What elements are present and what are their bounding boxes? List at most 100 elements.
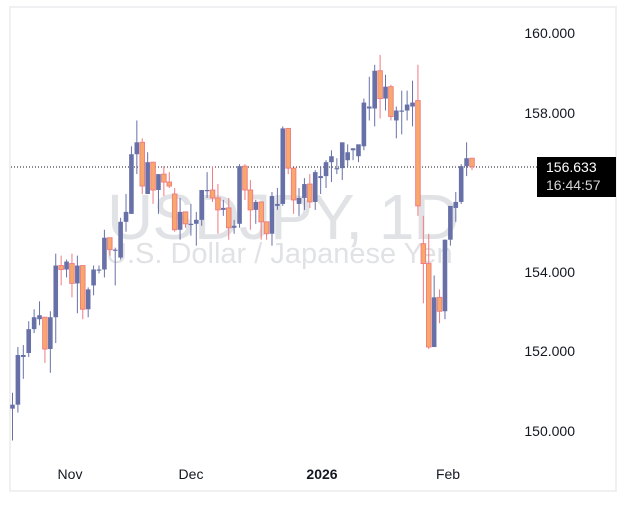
candle-up[interactable] [96,269,102,271]
candle-up[interactable] [356,144,361,157]
candle-down[interactable] [290,167,297,201]
candle-up[interactable] [448,205,453,240]
candle-up[interactable] [399,110,405,112]
x-tick-feb: Feb [435,466,461,482]
candle-up[interactable] [442,239,448,312]
candle-up[interactable] [366,106,372,109]
candle-up[interactable] [431,297,437,348]
candle-down[interactable] [420,243,427,265]
candle-down[interactable] [150,161,156,191]
candle-up[interactable] [64,261,69,270]
candle-down[interactable] [42,316,48,350]
candle-down[interactable] [242,165,248,191]
candle-down[interactable] [215,197,221,211]
candle-up[interactable] [237,166,242,224]
candle-down[interactable] [107,237,113,251]
candle-up[interactable] [394,110,399,121]
last-price-value: 156.633 [546,159,597,175]
candle-up[interactable] [75,265,80,284]
candle-up[interactable] [404,104,410,111]
y-tick-158: 158.000 [524,105,575,121]
bar-countdown: 16:44:57 [546,177,601,193]
candle-up[interactable] [21,354,26,357]
candle-up[interactable] [85,289,91,310]
candles-group [10,54,475,441]
candle-down[interactable] [263,221,270,235]
y-tick-152: 152.000 [524,343,575,359]
candle-up[interactable] [302,184,307,198]
candle-up[interactable] [339,142,345,169]
candle-up[interactable] [112,249,118,251]
candle-down[interactable] [80,265,86,310]
candle-up[interactable] [410,102,415,107]
description-watermark: U.S. Dollar / Japanese Yen [106,238,453,270]
candle-up[interactable] [129,154,134,214]
candle-up[interactable] [350,148,356,151]
candle-up[interactable] [204,190,210,192]
candle-up[interactable] [323,162,329,177]
candle-up[interactable] [134,142,140,155]
y-tick-154: 154.000 [524,264,575,280]
candle-down[interactable] [307,183,313,203]
candle-up[interactable] [37,315,42,320]
candle-down[interactable] [161,173,167,183]
candle-down[interactable] [69,263,75,284]
candle-up[interactable] [275,203,280,206]
candle-up[interactable] [26,329,32,353]
x-tick-nov: Nov [57,466,83,482]
candle-down[interactable] [247,189,254,211]
candle-down[interactable] [139,141,145,187]
candle-up[interactable] [372,70,377,109]
candle-down[interactable] [182,211,189,225]
candle-down[interactable] [436,296,443,312]
candle-up[interactable] [48,317,53,350]
candle-up[interactable] [383,86,388,99]
candle-down[interactable] [171,193,178,231]
candle-down[interactable] [469,157,475,168]
candle-up[interactable] [269,195,275,234]
candle-up[interactable] [91,269,96,286]
candle-down[interactable] [258,201,264,223]
candle-up[interactable] [231,225,237,228]
candle-down[interactable] [225,207,232,229]
candle-up[interactable] [177,211,183,230]
candle-up[interactable] [280,128,286,204]
candle-up[interactable] [102,237,107,270]
candle-up[interactable] [156,174,161,191]
candle-down[interactable] [285,127,291,169]
candle-down[interactable] [166,181,173,187]
x-tick-dec: Dec [178,466,204,482]
last-price-tag: 156.633 16:44:57 [537,157,616,197]
candle-up[interactable] [53,265,59,318]
candle-up[interactable] [118,221,123,258]
candle-up[interactable] [10,404,15,409]
candle-up[interactable] [458,166,464,202]
candle-down[interactable] [388,86,394,117]
y-tick-160: 160.000 [524,25,575,41]
candle-down[interactable] [377,70,383,100]
candle-up[interactable] [199,190,205,220]
candle-up[interactable] [194,219,199,224]
candle-up[interactable] [329,156,334,163]
candle-up[interactable] [453,201,459,208]
candle-down[interactable] [415,100,421,207]
candle-up[interactable] [312,172,318,202]
candle-up[interactable] [345,152,350,161]
candle-up[interactable] [464,158,469,167]
candle-down[interactable] [58,265,64,270]
candle-up[interactable] [221,207,226,210]
candle-up[interactable] [188,223,194,225]
candle-up[interactable] [123,211,129,222]
x-tick-2026: 2026 [306,466,338,482]
candle-down[interactable] [209,189,216,199]
candle-up[interactable] [253,201,259,210]
candle-up[interactable] [145,162,150,194]
candle-up[interactable] [296,197,302,204]
candle-down[interactable] [426,263,432,348]
candle-up[interactable] [31,317,37,330]
candle-up[interactable] [334,168,340,170]
candle-up[interactable] [15,354,21,405]
candle-up[interactable] [318,176,323,179]
candle-up[interactable] [361,102,367,147]
